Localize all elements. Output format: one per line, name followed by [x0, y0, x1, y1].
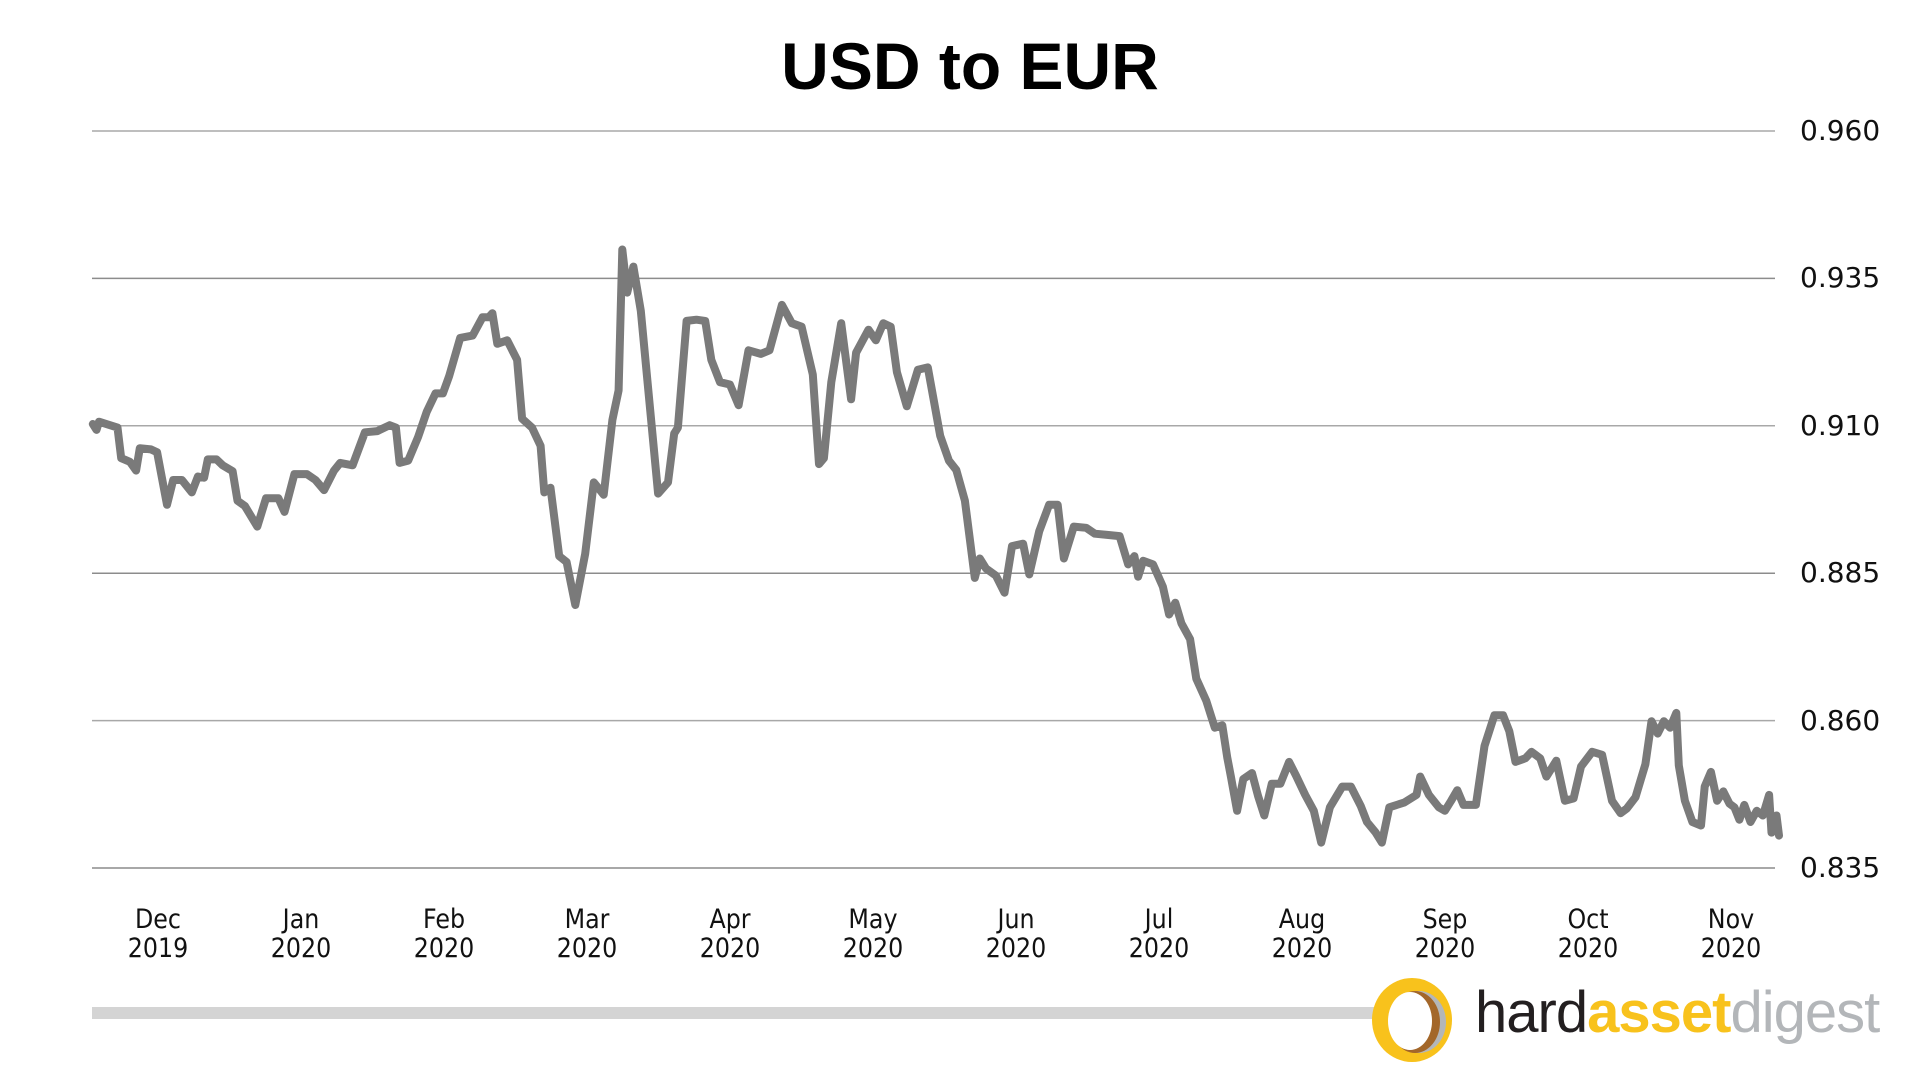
gridlines [92, 130, 1775, 869]
logo-text-hard: hard [1475, 980, 1588, 1045]
x-tick-label: Apr 2020 [699, 904, 761, 964]
x-tick-label: Jul 2020 [1128, 904, 1190, 964]
x-tick-label: Aug 2020 [1271, 904, 1333, 964]
y-tick-label: 0.885 [1800, 556, 1881, 590]
x-tick-label: Jun 2020 [985, 904, 1047, 964]
logo-text-asset: asset [1587, 980, 1731, 1045]
x-tick-label: Oct 2020 [1557, 904, 1619, 964]
chart-title: USD to EUR [781, 29, 1159, 103]
logo-text-digest: digest [1730, 980, 1880, 1045]
x-tick-label: Feb 2020 [413, 904, 475, 964]
y-tick-label: 0.860 [1800, 703, 1881, 737]
footer-bar [92, 1007, 1374, 1019]
x-tick-label: Dec 2019 [127, 904, 189, 964]
x-tick-label: May 2020 [842, 904, 904, 964]
x-tick-label: Nov 2020 [1700, 904, 1762, 964]
hardassetdigest-logo: hardassetdigest [1370, 975, 1890, 1065]
y-tick-label: 0.910 [1800, 408, 1881, 442]
y-tick-label: 0.835 [1800, 851, 1881, 884]
x-tick-label: Mar 2020 [556, 904, 618, 964]
y-tick-label: 0.960 [1800, 114, 1881, 147]
y-tick-label: 0.935 [1800, 261, 1881, 295]
x-tick-label: Jan 2020 [270, 904, 332, 964]
usd-eur-line [88, 245, 1783, 847]
ring-logo-icon [1372, 978, 1452, 1062]
logo-wordmark: hardassetdigest [1475, 979, 1880, 1046]
x-tick-label: Sep 2020 [1414, 904, 1476, 964]
